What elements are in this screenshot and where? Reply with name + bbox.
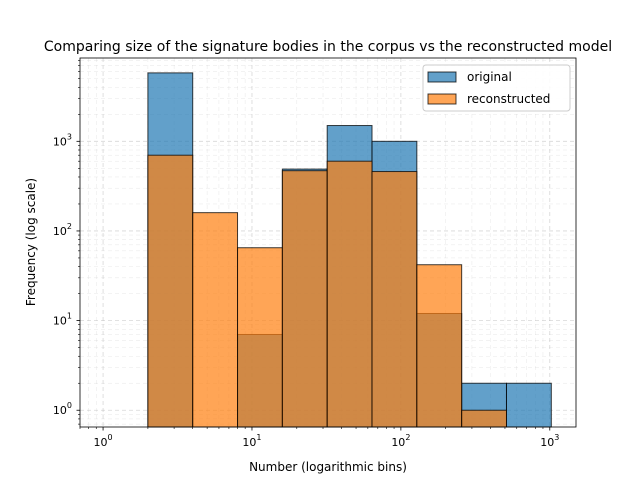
histogram-bar-original [505, 382, 552, 428]
y-tick-label: 100 [53, 401, 72, 417]
ticks-group: 100 101 102 103 100 101 102 103 [53, 60, 559, 449]
x-tick-label: 100 [94, 433, 113, 449]
x-axis-label: Number (logarithmic bins) [249, 460, 407, 474]
axes-frame [79, 57, 577, 428]
bars-group [147, 72, 552, 428]
legend-swatch-original [427, 71, 457, 83]
histogram-bar-reconstructed [326, 160, 373, 428]
legend-box [422, 64, 571, 112]
histogram-bar-reconstructed [371, 171, 418, 428]
y-tick-label: 103 [53, 132, 72, 148]
legend-label-reconstructed: reconstructed [467, 92, 550, 106]
histogram-bar-reconstructed [147, 154, 194, 428]
histogram-bar-reconstructed [237, 247, 283, 428]
chart-title: Comparing size of the signature bodies i… [44, 39, 612, 55]
y-tick-label: 101 [53, 312, 72, 328]
x-tick-label: 103 [540, 433, 559, 449]
legend-label-original: original [467, 70, 512, 84]
legend-swatch-reconstructed [427, 93, 457, 105]
histogram-bar-reconstructed [192, 212, 239, 428]
x-tick-label: 102 [391, 433, 410, 449]
histogram-bar-reconstructed [461, 409, 507, 428]
histogram-bar-reconstructed [416, 264, 463, 428]
plot-area: 100 101 102 103 100 101 102 103 [53, 57, 577, 449]
legend: original reconstructed [422, 64, 571, 112]
y-tick-label: 102 [53, 222, 72, 238]
y-axis-label: Frequency (log scale) [24, 178, 38, 306]
x-tick-label: 101 [242, 433, 261, 449]
histogram-bar-reconstructed [281, 170, 328, 428]
